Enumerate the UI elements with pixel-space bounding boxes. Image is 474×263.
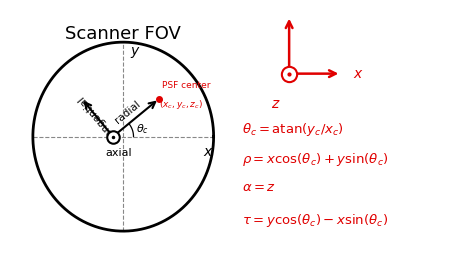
Text: $(x_c, y_c, z_c)$: $(x_c, y_c, z_c)$: [159, 98, 203, 111]
Text: radial: radial: [113, 99, 143, 126]
Text: Scanner FOV: Scanner FOV: [65, 25, 181, 43]
Text: $\alpha = z$: $\alpha = z$: [242, 181, 276, 194]
Text: $\theta_c$: $\theta_c$: [136, 123, 148, 136]
Text: x: x: [203, 145, 211, 159]
Text: x: x: [353, 67, 361, 81]
Text: y: y: [130, 44, 139, 58]
Text: z: z: [271, 97, 279, 111]
Text: $\theta_c = \mathrm{atan}(y_c/x_c)$: $\theta_c = \mathrm{atan}(y_c/x_c)$: [242, 121, 344, 138]
Text: axial: axial: [106, 148, 132, 158]
Text: PSF center: PSF center: [162, 82, 211, 90]
Text: tangential: tangential: [76, 93, 117, 141]
Text: $\rho = x\cos(\theta_c) + y\sin(\theta_c)$: $\rho = x\cos(\theta_c) + y\sin(\theta_c…: [242, 151, 388, 168]
Text: $\tau = y\cos(\theta_c) - x\sin(\theta_c)$: $\tau = y\cos(\theta_c) - x\sin(\theta_c…: [242, 212, 388, 229]
